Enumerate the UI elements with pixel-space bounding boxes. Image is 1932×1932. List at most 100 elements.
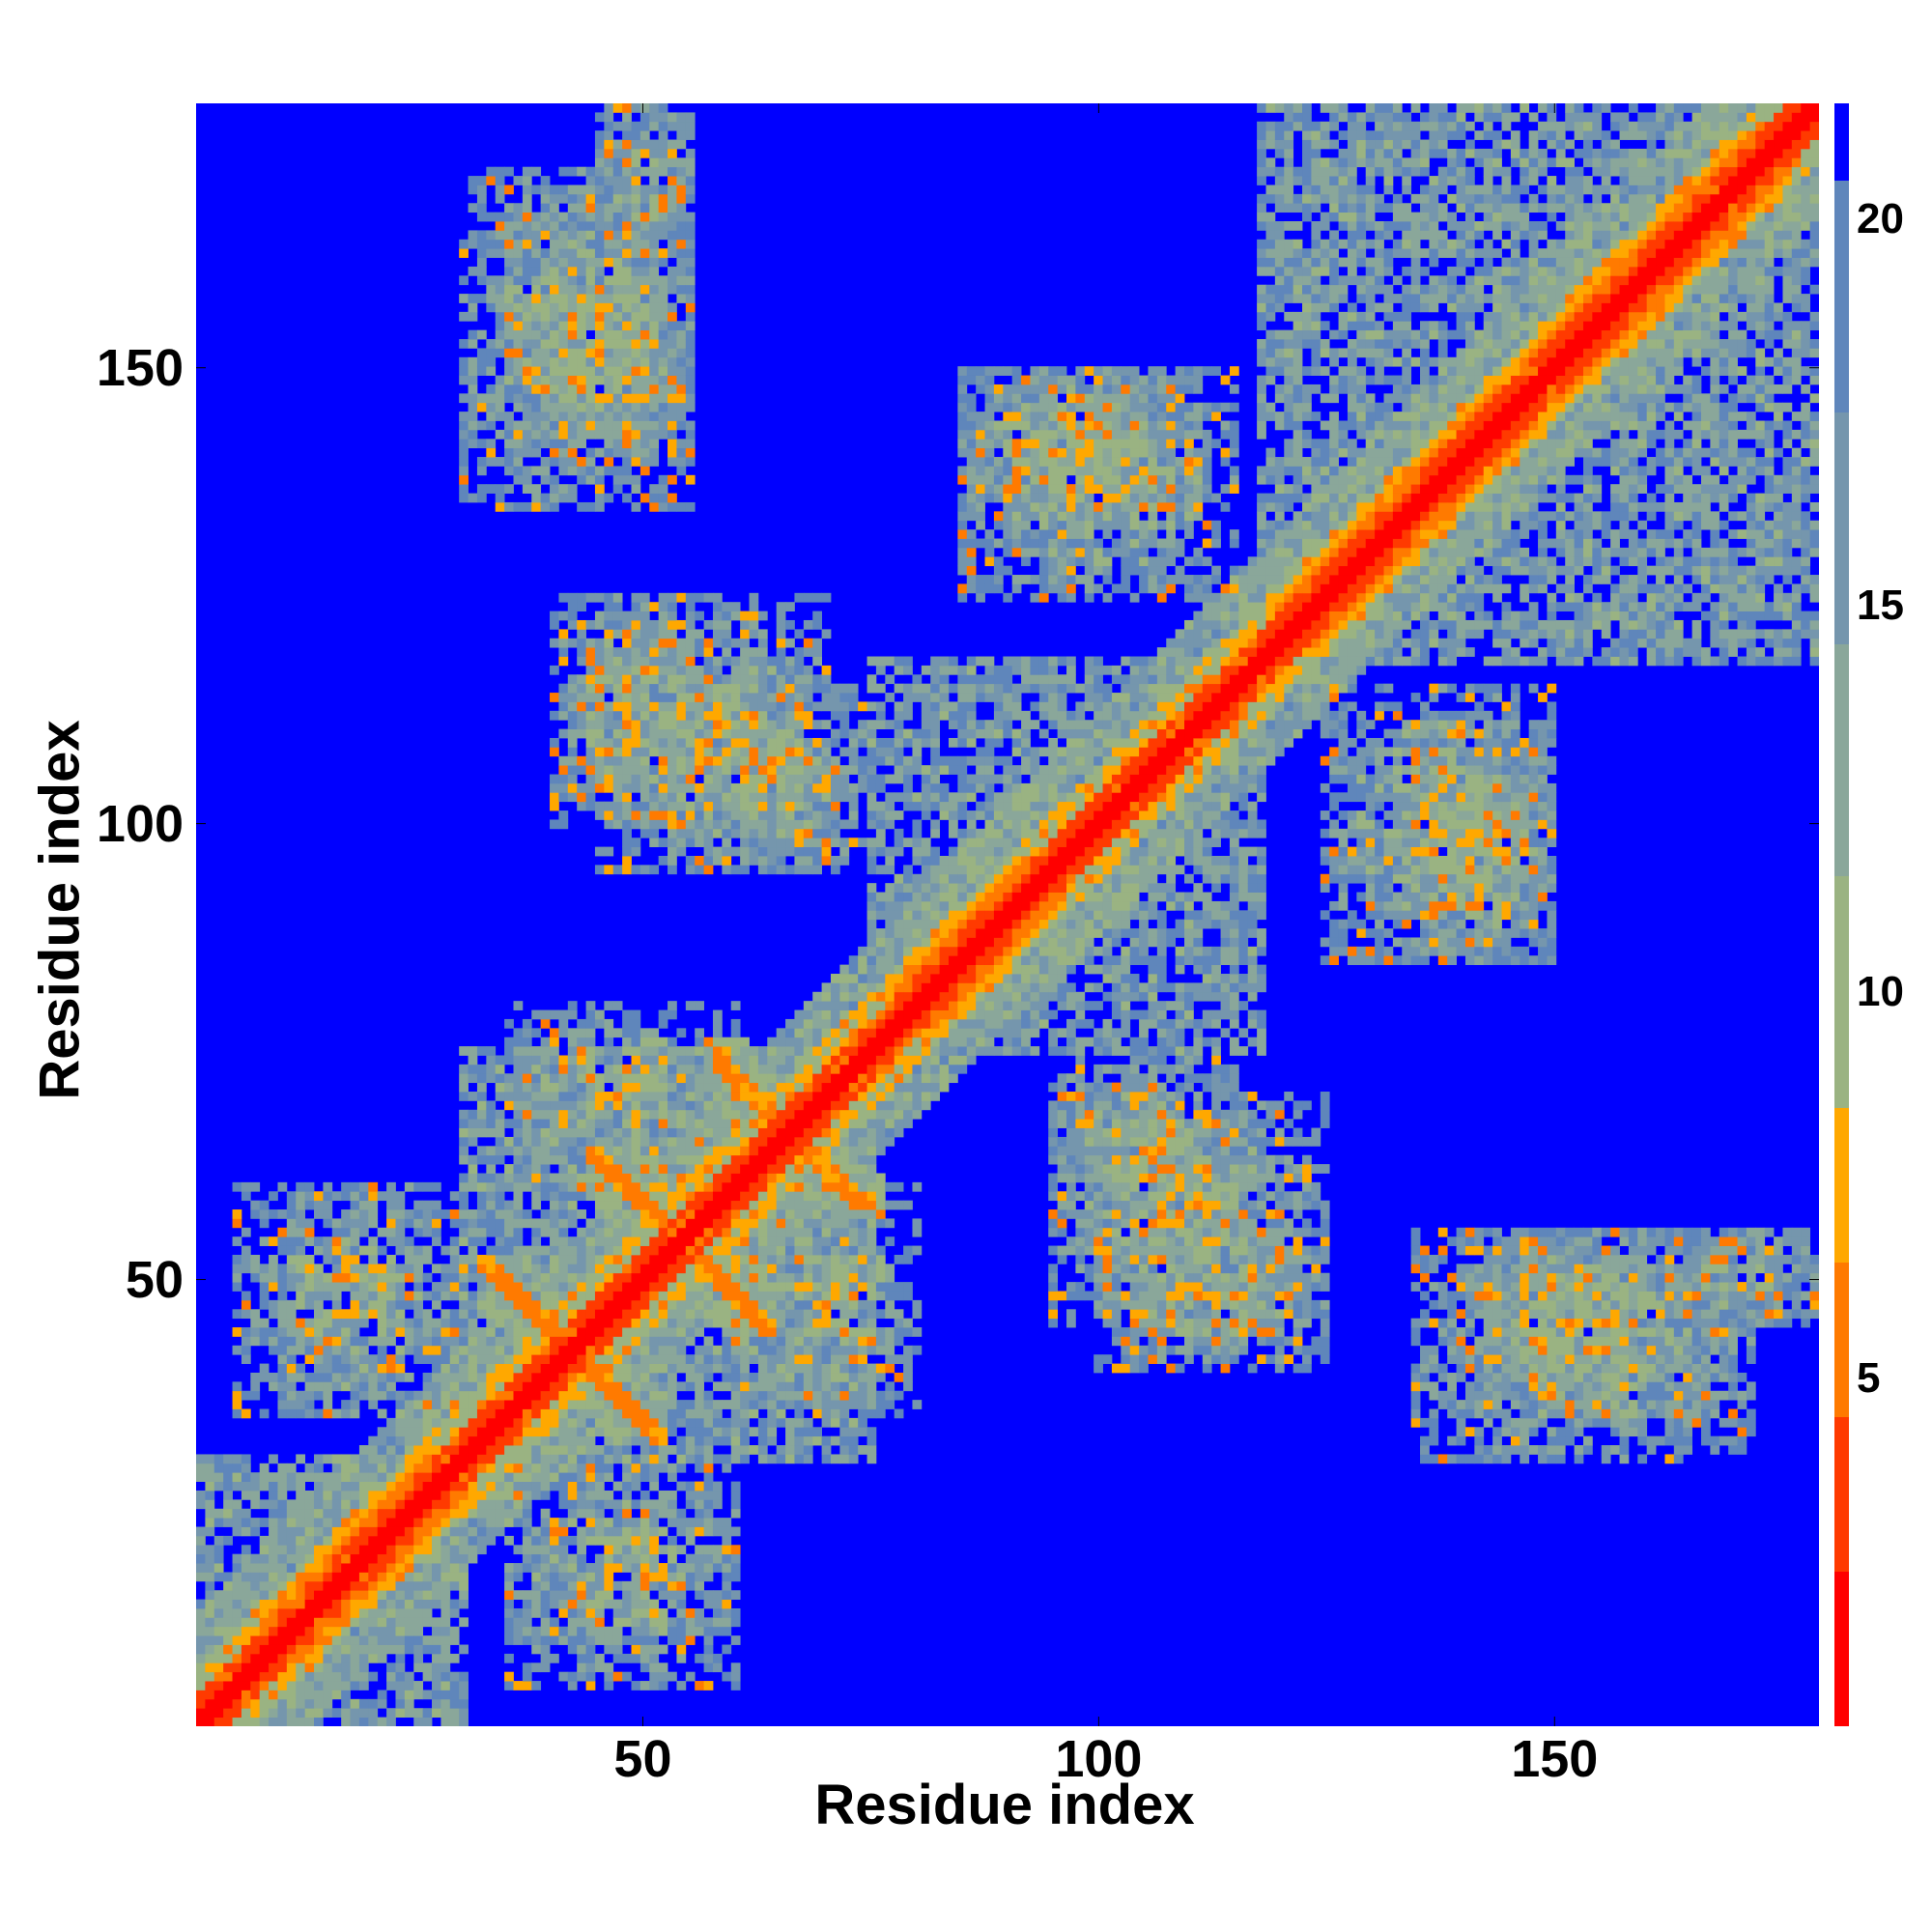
heatmap-cell xyxy=(585,1508,596,1519)
heatmap-cell xyxy=(676,1435,687,1446)
heatmap-cell xyxy=(612,185,623,195)
heatmap-cell xyxy=(558,1671,569,1682)
heatmap-cell xyxy=(631,701,641,712)
heatmap-cell xyxy=(639,1291,650,1301)
heatmap-cell xyxy=(612,1607,623,1618)
heatmap-cell xyxy=(232,1454,242,1464)
heatmap-cell xyxy=(631,1200,641,1210)
heatmap-cell xyxy=(577,1245,586,1256)
heatmap-cell xyxy=(712,1272,723,1283)
heatmap-cell xyxy=(368,1191,379,1202)
heatmap-cell xyxy=(277,1236,288,1246)
heatmap-cell xyxy=(639,1264,650,1274)
heatmap-cell xyxy=(486,1372,497,1382)
heatmap-cell xyxy=(740,1390,750,1401)
heatmap-cell xyxy=(658,501,668,512)
heatmap-cell xyxy=(612,1408,623,1419)
heatmap-cell xyxy=(622,1563,632,1573)
heatmap-cell xyxy=(676,774,687,784)
heatmap-cell xyxy=(695,1400,704,1409)
heatmap-cell xyxy=(377,1635,387,1645)
heatmap-cell xyxy=(468,1345,478,1355)
heatmap-cell xyxy=(676,294,687,303)
heatmap-cell xyxy=(639,1136,650,1147)
heatmap-cell xyxy=(740,737,750,748)
heatmap-cell xyxy=(504,1626,514,1636)
heatmap-cell xyxy=(658,1200,668,1210)
heatmap-cell xyxy=(476,493,487,503)
heatmap-cell xyxy=(558,728,569,739)
heatmap-cell xyxy=(250,1272,261,1283)
heatmap-cell xyxy=(386,1563,396,1573)
heatmap-cell xyxy=(612,1545,623,1555)
heatmap-cell xyxy=(232,1708,242,1719)
heatmap-cell xyxy=(649,629,660,639)
heatmap-cell xyxy=(612,1553,623,1564)
heatmap-cell xyxy=(250,1181,261,1192)
heatmap-cell xyxy=(567,221,578,231)
heatmap-cell xyxy=(449,1445,460,1455)
heatmap-cell xyxy=(639,1164,650,1174)
heatmap-cell xyxy=(712,728,723,739)
heatmap-cell xyxy=(250,1607,261,1618)
heatmap-cell xyxy=(368,1545,379,1555)
heatmap-cell xyxy=(639,439,650,449)
heatmap-cell xyxy=(577,239,586,249)
heatmap-cell xyxy=(350,1454,360,1464)
heatmap-cell xyxy=(422,1572,433,1582)
heatmap-cell xyxy=(341,1671,351,1682)
heatmap-cell xyxy=(486,1327,497,1337)
heatmap-cell xyxy=(658,602,668,611)
heatmap-cell xyxy=(368,1181,379,1192)
heatmap-cell xyxy=(495,402,505,412)
heatmap-cell xyxy=(585,755,596,766)
heatmap-cell xyxy=(404,1553,414,1564)
heatmap-cell xyxy=(668,302,677,313)
heatmap-cell xyxy=(722,1191,732,1202)
heatmap-cell xyxy=(350,1291,360,1301)
heatmap-cell xyxy=(749,647,759,657)
heatmap-cell xyxy=(639,294,650,303)
heatmap-cell xyxy=(658,493,668,503)
heatmap-cell xyxy=(196,1690,206,1700)
heatmap-cell xyxy=(386,1463,396,1473)
heatmap-cell xyxy=(432,1282,441,1292)
heatmap-cell xyxy=(567,1136,578,1147)
heatmap-cell xyxy=(259,1327,270,1337)
heatmap-cell xyxy=(639,112,650,123)
heatmap-cell xyxy=(377,1553,387,1564)
heatmap-cell xyxy=(649,1092,660,1101)
heatmap-cell xyxy=(639,1626,650,1636)
heatmap-cell xyxy=(639,1028,650,1038)
heatmap-cell xyxy=(531,1381,542,1392)
heatmap-cell xyxy=(432,1417,441,1428)
heatmap-cell xyxy=(577,1354,586,1364)
heatmap-cell xyxy=(286,1254,297,1264)
heatmap-cell xyxy=(612,1580,623,1591)
heatmap-cell xyxy=(413,1390,424,1401)
heatmap-cell xyxy=(639,801,650,811)
heatmap-cell xyxy=(730,1100,741,1111)
heatmap-cell xyxy=(259,1218,270,1229)
heatmap-cell xyxy=(612,710,623,721)
heatmap-cell xyxy=(612,1671,623,1682)
heatmap-cell xyxy=(468,1046,478,1056)
heatmap-cell xyxy=(504,1617,514,1628)
heatmap-cell xyxy=(612,1209,623,1219)
heatmap-cell xyxy=(377,1653,387,1663)
heatmap-cell xyxy=(585,1518,596,1527)
heatmap-cell xyxy=(259,1635,270,1645)
heatmap-cell xyxy=(668,747,677,757)
heatmap-cell xyxy=(604,1227,614,1237)
heatmap-cell xyxy=(676,1327,687,1337)
heatmap-cell xyxy=(422,1662,433,1673)
heatmap-cell xyxy=(740,1282,750,1292)
heatmap-cell xyxy=(658,737,668,748)
heatmap-cell xyxy=(604,1400,614,1409)
heatmap-cell xyxy=(730,1082,741,1093)
heatmap-cell xyxy=(476,1082,487,1093)
heatmap-cell xyxy=(695,1001,704,1010)
heatmap-cell xyxy=(668,774,677,784)
heatmap-cell xyxy=(432,1535,441,1546)
heatmap-cell xyxy=(604,239,614,249)
